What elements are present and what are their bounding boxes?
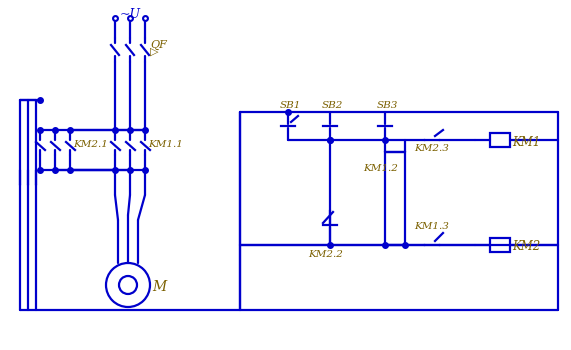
Text: QF: QF bbox=[150, 40, 167, 50]
Bar bbox=[490, 238, 510, 252]
Text: SB3: SB3 bbox=[377, 101, 399, 110]
Text: SB1: SB1 bbox=[280, 101, 301, 110]
Text: ~U: ~U bbox=[119, 8, 140, 21]
Text: M: M bbox=[152, 280, 166, 294]
Text: KM1: KM1 bbox=[512, 135, 540, 148]
Bar bbox=[490, 133, 510, 147]
Text: ▷: ▷ bbox=[150, 47, 159, 57]
Text: KM2: KM2 bbox=[512, 240, 540, 253]
Bar bbox=[385, 152, 405, 245]
Text: KM2.2: KM2.2 bbox=[308, 250, 343, 259]
Text: KM1.1: KM1.1 bbox=[148, 140, 183, 149]
Text: KM2.1: KM2.1 bbox=[73, 140, 108, 149]
Text: KM2.3: KM2.3 bbox=[414, 144, 449, 153]
Text: KM1.3: KM1.3 bbox=[414, 222, 449, 231]
Text: SB2: SB2 bbox=[322, 101, 343, 110]
Text: KM1.2: KM1.2 bbox=[363, 164, 398, 173]
